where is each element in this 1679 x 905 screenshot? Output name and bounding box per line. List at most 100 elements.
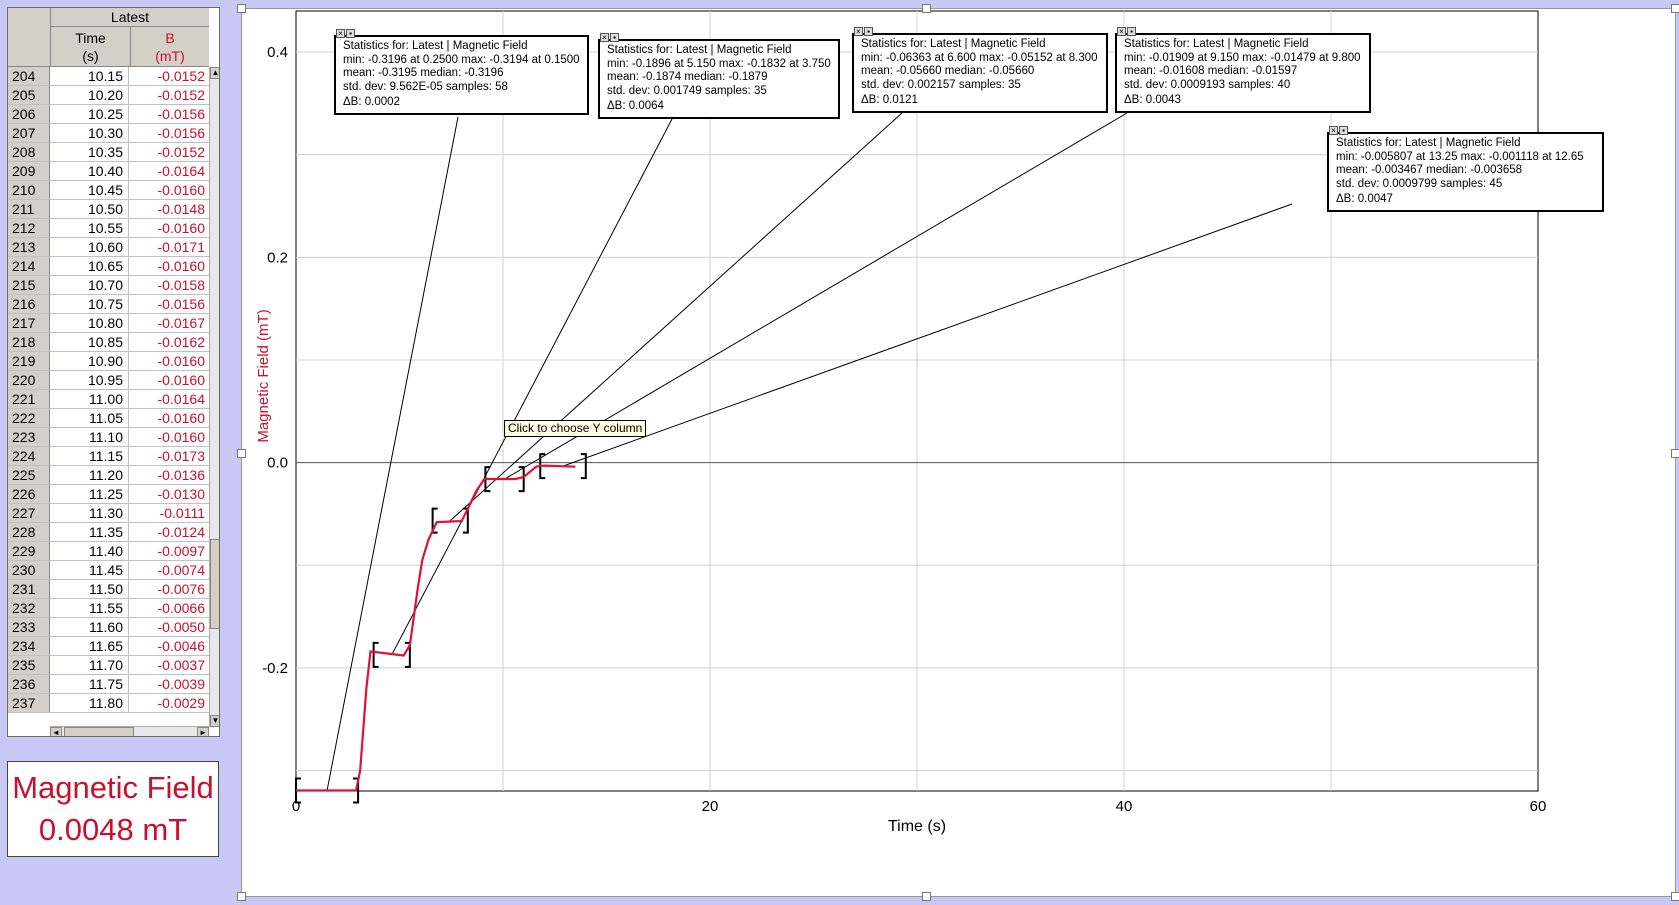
b-cell[interactable]: -0.0152 (157, 68, 205, 84)
column-header-time[interactable]: Time (s) (50, 27, 130, 67)
table-row[interactable]: 226 11.25 -0.0130 (8, 485, 209, 504)
table-row[interactable]: 217 10.80 -0.0167 (8, 314, 209, 333)
scroll-up-icon[interactable]: ▲ (210, 67, 220, 79)
resize-handle-bottom-left[interactable] (237, 892, 246, 901)
time-cell[interactable]: 10.15 (50, 67, 129, 85)
table-row[interactable]: 225 11.20 -0.0136 (8, 466, 209, 485)
vertical-scrollbar[interactable]: ▲ ▼ (209, 67, 220, 727)
time-cell[interactable]: 10.80 (50, 314, 129, 332)
table-row[interactable]: 205 10.20 -0.0152 (8, 86, 209, 105)
time-cell[interactable]: 11.40 (50, 542, 129, 560)
table-row[interactable]: 237 11.80 -0.0029 (8, 694, 209, 713)
b-cell[interactable]: -0.0037 (157, 657, 205, 673)
resize-handle-bottom-right[interactable] (1671, 892, 1679, 901)
time-cell[interactable]: 11.70 (50, 656, 129, 674)
horizontal-scrollbar[interactable]: ◄ ► (50, 726, 209, 736)
b-cell[interactable]: -0.0160 (157, 410, 205, 426)
table-row[interactable]: 222 11.05 -0.0160 (8, 409, 209, 428)
b-cell[interactable]: -0.0164 (157, 163, 205, 179)
table-row[interactable]: 213 10.60 -0.0171 (8, 238, 209, 257)
time-cell[interactable]: 11.10 (50, 428, 129, 446)
time-cell[interactable]: 10.60 (50, 238, 129, 256)
time-cell[interactable]: 10.35 (50, 143, 129, 161)
time-cell[interactable]: 11.50 (50, 580, 129, 598)
table-row[interactable]: 215 10.70 -0.0158 (8, 276, 209, 295)
b-cell[interactable]: -0.0097 (157, 543, 205, 559)
table-row[interactable]: 227 11.30 -0.0111 (8, 504, 209, 523)
time-cell[interactable]: 11.15 (50, 447, 129, 465)
b-cell[interactable]: -0.0148 (157, 201, 205, 217)
resize-handle-bottom[interactable] (922, 892, 931, 901)
time-cell[interactable]: 10.75 (50, 295, 129, 313)
b-cell[interactable]: -0.0160 (157, 258, 205, 274)
b-cell[interactable]: -0.0156 (157, 125, 205, 141)
close-icon[interactable]: × (600, 33, 609, 42)
magnetic-field-meter[interactable]: Magnetic Field 0.0048 mT (7, 761, 219, 857)
vertical-scroll-thumb[interactable] (210, 539, 219, 629)
table-row[interactable]: 234 11.65 -0.0046 (8, 637, 209, 656)
time-cell[interactable]: 11.65 (50, 637, 129, 655)
b-cell[interactable]: -0.0152 (157, 87, 205, 103)
time-cell[interactable]: 11.20 (50, 466, 129, 484)
table-row[interactable]: 235 11.70 -0.0037 (8, 656, 209, 675)
b-cell[interactable]: -0.0160 (157, 429, 205, 445)
b-cell[interactable]: -0.0156 (157, 296, 205, 312)
time-cell[interactable]: 10.25 (50, 105, 129, 123)
b-cell[interactable]: -0.0136 (157, 467, 205, 483)
data-table[interactable]: Latest Time (s) B (mT) 204 10.15 -0.0152 20… (7, 7, 220, 737)
table-row[interactable]: 224 11.15 -0.0173 (8, 447, 209, 466)
table-row[interactable]: 218 10.85 -0.0162 (8, 333, 209, 352)
resize-handle-top-right[interactable] (1671, 4, 1679, 13)
stats-box-1[interactable]: × ▪ Statistics for: Latest | Magnetic Fie… (334, 29, 589, 115)
b-cell[interactable]: -0.0124 (157, 524, 205, 540)
stats-box-3[interactable]: × ▪ Statistics for: Latest | Magnetic Fie… (852, 27, 1108, 113)
close-icon[interactable]: × (1329, 126, 1338, 135)
resize-handle-top[interactable] (922, 4, 931, 13)
table-row[interactable]: 231 11.50 -0.0076 (8, 580, 209, 599)
b-cell[interactable]: -0.0029 (157, 695, 205, 711)
b-cell[interactable]: -0.0171 (157, 239, 205, 255)
b-cell[interactable]: -0.0046 (157, 638, 205, 654)
time-cell[interactable]: 11.45 (50, 561, 129, 579)
table-row[interactable]: 219 10.90 -0.0160 (8, 352, 209, 371)
time-cell[interactable]: 11.00 (50, 390, 129, 408)
scroll-left-icon[interactable]: ◄ (50, 727, 62, 736)
stats-box-5[interactable]: × ▪ Statistics for: Latest | Magnetic Fie… (1327, 126, 1604, 212)
resize-handle-top-left[interactable] (237, 4, 246, 13)
b-cell[interactable]: -0.0167 (157, 315, 205, 331)
scroll-down-icon[interactable]: ▼ (210, 715, 220, 727)
close-icon[interactable]: × (854, 27, 863, 36)
b-cell[interactable]: -0.0111 (159, 505, 205, 521)
b-cell[interactable]: -0.0066 (157, 600, 205, 616)
column-header-b[interactable]: B (mT) (130, 27, 209, 67)
time-cell[interactable]: 10.40 (50, 162, 129, 180)
table-row[interactable]: 212 10.55 -0.0160 (8, 219, 209, 238)
table-row[interactable]: 214 10.65 -0.0160 (8, 257, 209, 276)
b-cell[interactable]: -0.0160 (157, 372, 205, 388)
b-cell[interactable]: -0.0164 (157, 391, 205, 407)
time-cell[interactable]: 11.80 (50, 694, 129, 712)
b-cell[interactable]: -0.0160 (157, 220, 205, 236)
table-row[interactable]: 207 10.30 -0.0156 (8, 124, 209, 143)
b-cell[interactable]: -0.0160 (157, 353, 205, 369)
table-row[interactable]: 229 11.40 -0.0097 (8, 542, 209, 561)
stats-box-4[interactable]: × ▪ Statistics for: Latest | Magnetic Fie… (1115, 27, 1371, 113)
b-cell[interactable]: -0.0050 (157, 619, 205, 635)
time-cell[interactable]: 10.50 (50, 200, 129, 218)
table-row[interactable]: 206 10.25 -0.0156 (8, 105, 209, 124)
time-cell[interactable]: 11.25 (50, 485, 129, 503)
table-row[interactable]: 230 11.45 -0.0074 (8, 561, 209, 580)
time-cell[interactable]: 11.35 (50, 523, 129, 541)
b-cell[interactable]: -0.0162 (157, 334, 205, 350)
table-row[interactable]: 233 11.60 -0.0050 (8, 618, 209, 637)
table-row[interactable]: 223 11.10 -0.0160 (8, 428, 209, 447)
time-cell[interactable]: 10.65 (50, 257, 129, 275)
options-icon[interactable]: ▪ (610, 33, 619, 42)
time-cell[interactable]: 11.60 (50, 618, 129, 636)
time-cell[interactable]: 10.85 (50, 333, 129, 351)
b-cell[interactable]: -0.0173 (157, 448, 205, 464)
resize-handle-left[interactable] (237, 449, 246, 458)
b-cell[interactable]: -0.0039 (157, 676, 205, 692)
options-icon[interactable]: ▪ (1127, 27, 1136, 36)
table-row[interactable]: 210 10.45 -0.0160 (8, 181, 209, 200)
